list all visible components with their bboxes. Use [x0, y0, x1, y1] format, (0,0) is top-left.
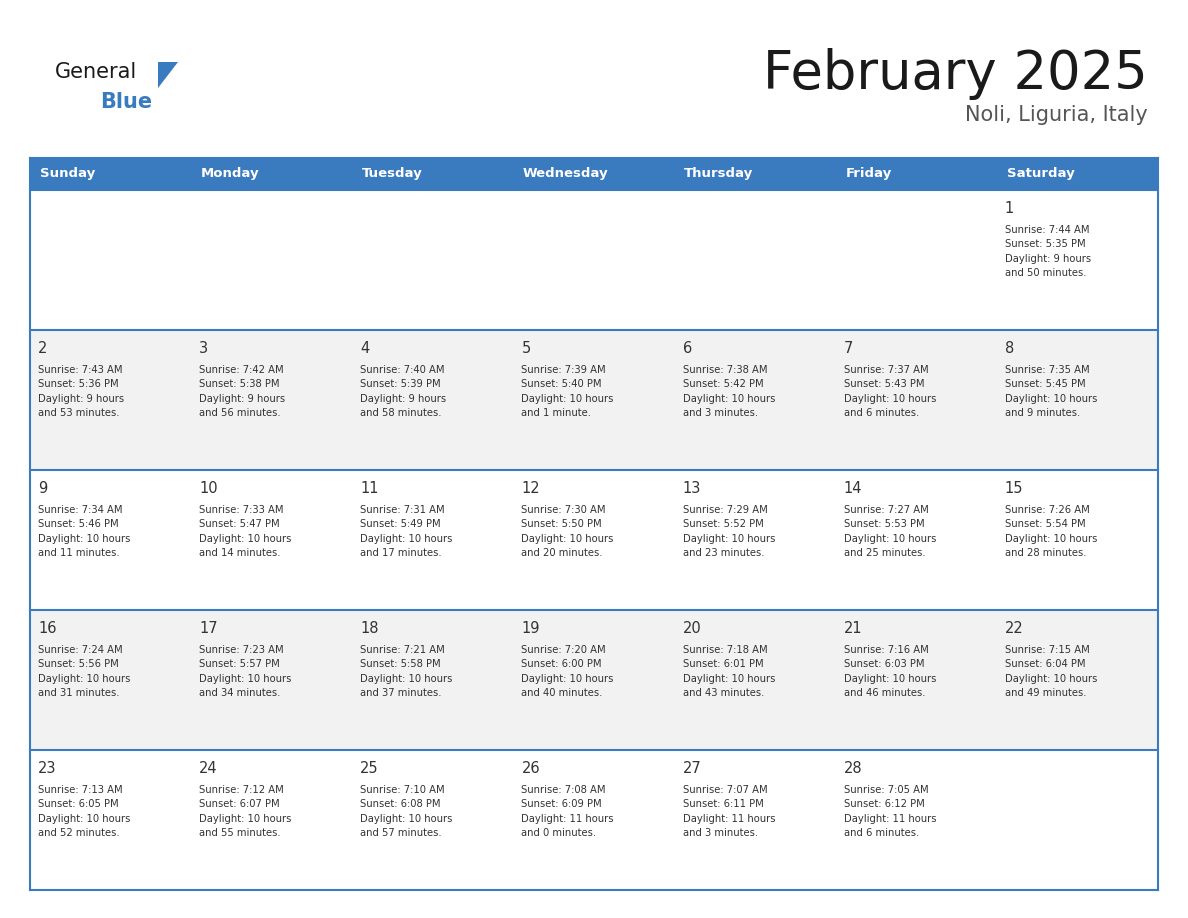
Text: Friday: Friday [846, 167, 892, 181]
Bar [30, 158, 191, 190]
Text: 16: 16 [38, 621, 57, 636]
Text: 2: 2 [38, 341, 48, 356]
Text: Sunrise: 7:40 AM
Sunset: 5:39 PM
Daylight: 9 hours
and 58 minutes.: Sunrise: 7:40 AM Sunset: 5:39 PM Dayligh… [360, 365, 447, 419]
Text: Blue: Blue [100, 92, 152, 112]
Text: Sunrise: 7:15 AM
Sunset: 6:04 PM
Daylight: 10 hours
and 49 minutes.: Sunrise: 7:15 AM Sunset: 6:04 PM Dayligh… [1005, 645, 1098, 699]
Text: Sunrise: 7:08 AM
Sunset: 6:09 PM
Daylight: 11 hours
and 0 minutes.: Sunrise: 7:08 AM Sunset: 6:09 PM Dayligh… [522, 785, 614, 838]
Bar [353, 158, 513, 190]
Text: Saturday: Saturday [1006, 167, 1074, 181]
Bar [30, 750, 1158, 890]
Bar [30, 470, 1158, 610]
Text: Sunrise: 7:20 AM
Sunset: 6:00 PM
Daylight: 10 hours
and 40 minutes.: Sunrise: 7:20 AM Sunset: 6:00 PM Dayligh… [522, 645, 614, 699]
Bar [675, 158, 835, 190]
Text: Sunrise: 7:05 AM
Sunset: 6:12 PM
Daylight: 11 hours
and 6 minutes.: Sunrise: 7:05 AM Sunset: 6:12 PM Dayligh… [843, 785, 936, 838]
Text: Sunrise: 7:13 AM
Sunset: 6:05 PM
Daylight: 10 hours
and 52 minutes.: Sunrise: 7:13 AM Sunset: 6:05 PM Dayligh… [38, 785, 131, 838]
Bar [30, 190, 1158, 330]
Text: 14: 14 [843, 481, 862, 497]
Text: 23: 23 [38, 761, 57, 777]
Text: Sunrise: 7:44 AM
Sunset: 5:35 PM
Daylight: 9 hours
and 50 minutes.: Sunrise: 7:44 AM Sunset: 5:35 PM Dayligh… [1005, 225, 1091, 278]
Text: Sunrise: 7:10 AM
Sunset: 6:08 PM
Daylight: 10 hours
and 57 minutes.: Sunrise: 7:10 AM Sunset: 6:08 PM Dayligh… [360, 785, 453, 838]
Bar [835, 158, 997, 190]
Text: Sunrise: 7:39 AM
Sunset: 5:40 PM
Daylight: 10 hours
and 1 minute.: Sunrise: 7:39 AM Sunset: 5:40 PM Dayligh… [522, 365, 614, 419]
Text: February 2025: February 2025 [763, 48, 1148, 100]
Polygon shape [158, 62, 178, 88]
Bar [513, 158, 675, 190]
Text: 13: 13 [683, 481, 701, 497]
Text: Noli, Liguria, Italy: Noli, Liguria, Italy [965, 105, 1148, 125]
Text: Sunrise: 7:34 AM
Sunset: 5:46 PM
Daylight: 10 hours
and 11 minutes.: Sunrise: 7:34 AM Sunset: 5:46 PM Dayligh… [38, 505, 131, 558]
Text: Sunday: Sunday [39, 167, 95, 181]
Text: Sunrise: 7:38 AM
Sunset: 5:42 PM
Daylight: 10 hours
and 3 minutes.: Sunrise: 7:38 AM Sunset: 5:42 PM Dayligh… [683, 365, 775, 419]
Text: 18: 18 [360, 621, 379, 636]
Text: Sunrise: 7:16 AM
Sunset: 6:03 PM
Daylight: 10 hours
and 46 minutes.: Sunrise: 7:16 AM Sunset: 6:03 PM Dayligh… [843, 645, 936, 699]
Text: Sunrise: 7:18 AM
Sunset: 6:01 PM
Daylight: 10 hours
and 43 minutes.: Sunrise: 7:18 AM Sunset: 6:01 PM Dayligh… [683, 645, 775, 699]
Text: Sunrise: 7:24 AM
Sunset: 5:56 PM
Daylight: 10 hours
and 31 minutes.: Sunrise: 7:24 AM Sunset: 5:56 PM Dayligh… [38, 645, 131, 699]
Text: 4: 4 [360, 341, 369, 356]
Text: 24: 24 [200, 761, 217, 777]
Text: 1: 1 [1005, 201, 1015, 217]
Text: Sunrise: 7:35 AM
Sunset: 5:45 PM
Daylight: 10 hours
and 9 minutes.: Sunrise: 7:35 AM Sunset: 5:45 PM Dayligh… [1005, 365, 1098, 419]
Text: Sunrise: 7:37 AM
Sunset: 5:43 PM
Daylight: 10 hours
and 6 minutes.: Sunrise: 7:37 AM Sunset: 5:43 PM Dayligh… [843, 365, 936, 419]
Text: General: General [55, 62, 138, 82]
Text: 20: 20 [683, 621, 701, 636]
Text: Monday: Monday [201, 167, 259, 181]
Text: 21: 21 [843, 621, 862, 636]
Text: Sunrise: 7:33 AM
Sunset: 5:47 PM
Daylight: 10 hours
and 14 minutes.: Sunrise: 7:33 AM Sunset: 5:47 PM Dayligh… [200, 505, 291, 558]
Text: 28: 28 [843, 761, 862, 777]
Text: Wednesday: Wednesday [523, 167, 608, 181]
Bar [30, 330, 1158, 470]
Text: 10: 10 [200, 481, 217, 497]
Text: 17: 17 [200, 621, 217, 636]
Text: 19: 19 [522, 621, 541, 636]
Text: 3: 3 [200, 341, 208, 356]
Text: 26: 26 [522, 761, 541, 777]
Text: Sunrise: 7:29 AM
Sunset: 5:52 PM
Daylight: 10 hours
and 23 minutes.: Sunrise: 7:29 AM Sunset: 5:52 PM Dayligh… [683, 505, 775, 558]
Text: 11: 11 [360, 481, 379, 497]
Text: Sunrise: 7:26 AM
Sunset: 5:54 PM
Daylight: 10 hours
and 28 minutes.: Sunrise: 7:26 AM Sunset: 5:54 PM Dayligh… [1005, 505, 1098, 558]
Bar [997, 158, 1158, 190]
Text: 12: 12 [522, 481, 541, 497]
Text: 7: 7 [843, 341, 853, 356]
Text: Sunrise: 7:27 AM
Sunset: 5:53 PM
Daylight: 10 hours
and 25 minutes.: Sunrise: 7:27 AM Sunset: 5:53 PM Dayligh… [843, 505, 936, 558]
Text: 8: 8 [1005, 341, 1015, 356]
Text: Sunrise: 7:21 AM
Sunset: 5:58 PM
Daylight: 10 hours
and 37 minutes.: Sunrise: 7:21 AM Sunset: 5:58 PM Dayligh… [360, 645, 453, 699]
Text: 22: 22 [1005, 621, 1024, 636]
Bar [191, 158, 353, 190]
Text: Sunrise: 7:43 AM
Sunset: 5:36 PM
Daylight: 9 hours
and 53 minutes.: Sunrise: 7:43 AM Sunset: 5:36 PM Dayligh… [38, 365, 125, 419]
Text: 15: 15 [1005, 481, 1023, 497]
Text: 9: 9 [38, 481, 48, 497]
Text: Sunrise: 7:31 AM
Sunset: 5:49 PM
Daylight: 10 hours
and 17 minutes.: Sunrise: 7:31 AM Sunset: 5:49 PM Dayligh… [360, 505, 453, 558]
Text: 25: 25 [360, 761, 379, 777]
Text: 6: 6 [683, 341, 691, 356]
Text: Thursday: Thursday [684, 167, 753, 181]
Bar [30, 610, 1158, 750]
Text: Sunrise: 7:23 AM
Sunset: 5:57 PM
Daylight: 10 hours
and 34 minutes.: Sunrise: 7:23 AM Sunset: 5:57 PM Dayligh… [200, 645, 291, 699]
Text: Sunrise: 7:42 AM
Sunset: 5:38 PM
Daylight: 9 hours
and 56 minutes.: Sunrise: 7:42 AM Sunset: 5:38 PM Dayligh… [200, 365, 285, 419]
Text: Sunrise: 7:30 AM
Sunset: 5:50 PM
Daylight: 10 hours
and 20 minutes.: Sunrise: 7:30 AM Sunset: 5:50 PM Dayligh… [522, 505, 614, 558]
Text: 27: 27 [683, 761, 701, 777]
Text: Sunrise: 7:07 AM
Sunset: 6:11 PM
Daylight: 11 hours
and 3 minutes.: Sunrise: 7:07 AM Sunset: 6:11 PM Dayligh… [683, 785, 775, 838]
Text: Tuesday: Tuesday [362, 167, 423, 181]
Text: 5: 5 [522, 341, 531, 356]
Text: Sunrise: 7:12 AM
Sunset: 6:07 PM
Daylight: 10 hours
and 55 minutes.: Sunrise: 7:12 AM Sunset: 6:07 PM Dayligh… [200, 785, 291, 838]
